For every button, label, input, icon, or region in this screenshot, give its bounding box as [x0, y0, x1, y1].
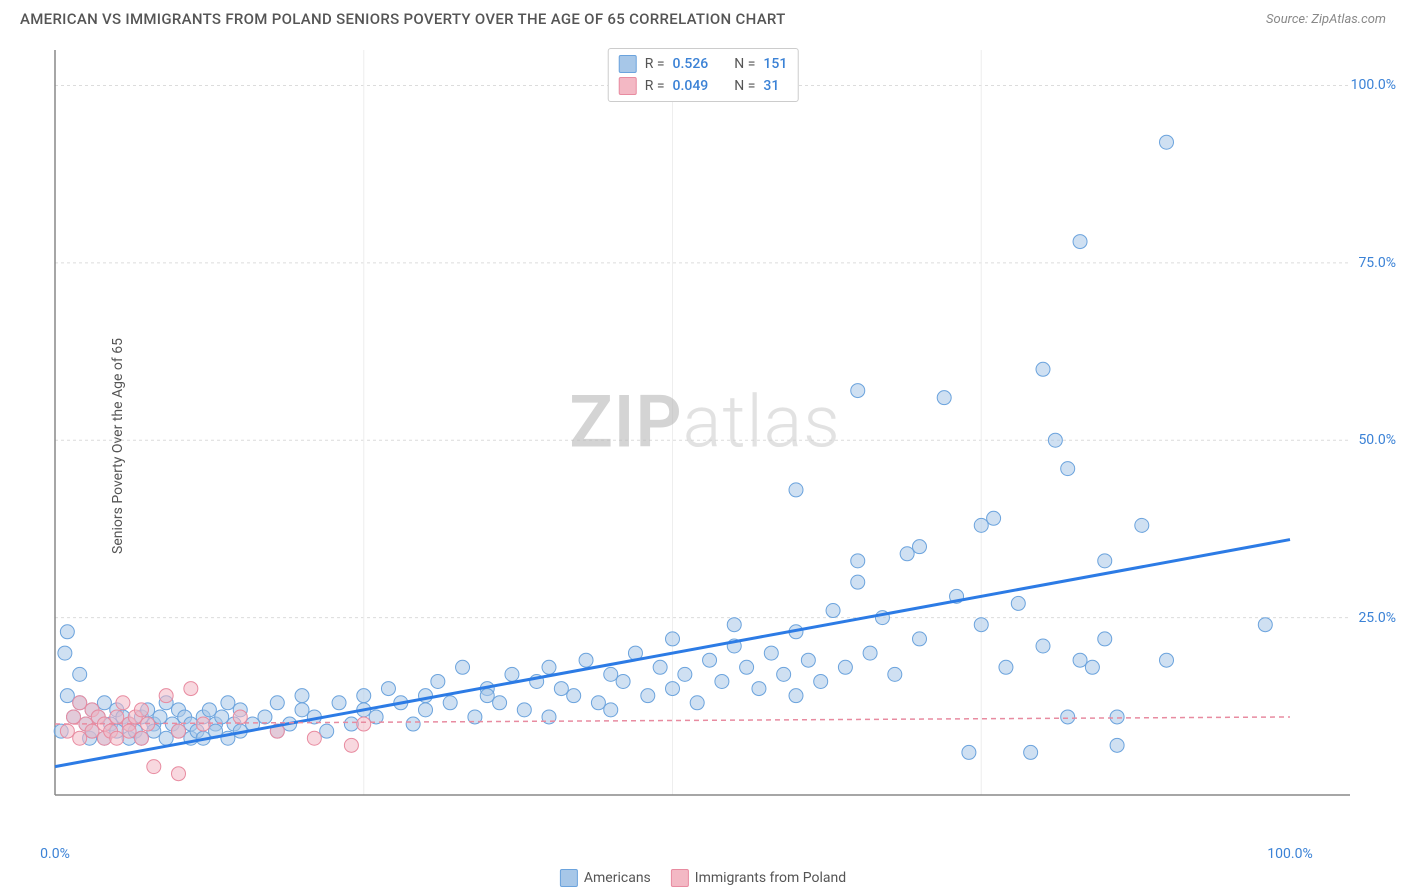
legend-item-americans: Americans: [560, 869, 651, 887]
n-value: 31: [763, 78, 779, 94]
chart-header: AMERICAN VS IMMIGRANTS FROM POLAND SENIO…: [0, 0, 1406, 33]
swatch-poland: [671, 869, 689, 887]
n-label: N =: [734, 78, 755, 94]
series-legend: Americans Immigrants from Poland: [560, 869, 846, 887]
legend-row-poland: R = 0.049 N = 31: [619, 75, 788, 97]
r-label: R =: [645, 78, 665, 94]
n-label: N =: [734, 56, 755, 72]
x-tick-label: 100.0%: [1267, 846, 1312, 862]
x-tick-label: 0.0%: [40, 846, 70, 862]
y-tick-label: 100.0%: [1351, 77, 1396, 93]
n-value: 151: [763, 56, 787, 72]
legend-label: Immigrants from Poland: [695, 870, 846, 886]
correlation-legend: R = 0.526 N = 151 R = 0.049 N = 31: [608, 48, 799, 102]
legend-item-poland: Immigrants from Poland: [671, 869, 846, 887]
legend-label: Americans: [584, 870, 651, 886]
y-tick-label: 50.0%: [1358, 432, 1396, 448]
y-tick-label: 75.0%: [1358, 255, 1396, 271]
r-value: 0.526: [673, 56, 709, 72]
chart-title: AMERICAN VS IMMIGRANTS FROM POLAND SENIO…: [20, 10, 786, 28]
swatch-americans: [560, 869, 578, 887]
swatch-poland: [619, 77, 637, 95]
chart-source: Source: ZipAtlas.com: [1266, 12, 1386, 27]
swatch-americans: [619, 55, 637, 73]
legend-row-americans: R = 0.526 N = 151: [619, 53, 788, 75]
chart-area: ZIPatlas: [50, 45, 1360, 830]
r-value: 0.049: [673, 78, 709, 94]
r-label: R =: [645, 56, 665, 72]
scatter-plot: [50, 45, 1360, 830]
y-tick-label: 25.0%: [1358, 610, 1396, 626]
